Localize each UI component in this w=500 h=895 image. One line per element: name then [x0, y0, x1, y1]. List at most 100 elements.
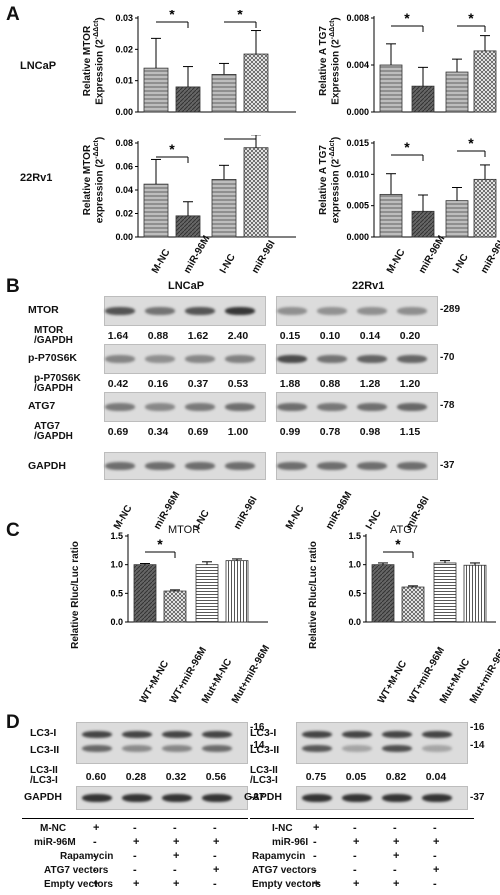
x-label-a: M-NC	[385, 247, 408, 276]
bar	[133, 564, 157, 623]
ratio-value: 0.53	[227, 378, 249, 390]
y-label-mtor-luc: Relative Rluc/Luc ratio	[70, 541, 81, 649]
y-tick-label: 0.01	[115, 76, 133, 86]
y-tick-label: 0.0	[110, 617, 123, 627]
bar	[371, 564, 395, 623]
ratio-value: 1.28	[359, 378, 381, 390]
condition-mark: -	[353, 822, 357, 834]
condition-label: M-NC	[40, 823, 67, 834]
lc3-ratio-value: 0.04	[425, 771, 447, 783]
condition-mark: -	[433, 878, 437, 890]
sig-star: *	[237, 10, 243, 22]
condition-mark: -	[93, 836, 97, 848]
blot-band	[277, 307, 307, 315]
panel-letter-b: B	[6, 276, 20, 297]
lc3-ratio-value: 0.05	[345, 771, 367, 783]
blot-band	[225, 307, 255, 315]
blot-band	[105, 355, 135, 363]
condition-mark: -	[133, 822, 137, 834]
x-label-b: miR-96M	[324, 489, 355, 532]
bar	[463, 564, 487, 623]
ratio-label: LC3-II/LC3-I	[250, 766, 278, 786]
gapdh-band	[382, 794, 412, 802]
ratio-value: 0.69	[187, 426, 209, 438]
blot-band	[225, 403, 255, 411]
ratio-value: 0.88	[147, 330, 169, 342]
x-label-c: Mut+M-NC	[438, 656, 473, 706]
lc3-ii-band	[82, 745, 112, 752]
lc3-i-band	[162, 731, 192, 738]
chart-luc-mtor: 0.0 0.5 1.0 1.5 *	[110, 531, 268, 627]
y-tick-label: 0.015	[346, 138, 369, 148]
blot-band	[225, 355, 255, 363]
y-tick-label: 0.004	[346, 60, 369, 70]
lc3-ratio-value: 0.56	[205, 771, 227, 783]
condition-mark: -	[213, 850, 217, 862]
bar	[163, 590, 187, 623]
western-blot	[276, 392, 438, 422]
bar	[411, 210, 435, 238]
divider	[250, 818, 474, 819]
gapdh-blot	[76, 786, 248, 810]
ratio-label: LC3-II/LC3-I	[30, 766, 58, 786]
gapdh-band	[342, 794, 372, 802]
ratio-value: 1.15	[399, 426, 421, 438]
mw-marker: -37	[250, 792, 265, 803]
gapdh-band	[302, 794, 332, 802]
condition-mark: -	[353, 850, 357, 862]
condition-mark: +	[393, 878, 400, 890]
panel-letter-a: A	[6, 4, 20, 25]
condition-label: ATG7 vectors	[252, 865, 317, 876]
sig-star: *	[404, 139, 410, 155]
ratio-value: 0.20	[399, 330, 421, 342]
panel-letter-d: D	[6, 712, 20, 733]
sig-star: *	[237, 135, 243, 139]
ratio-value: 1.00	[227, 426, 249, 438]
y-tick-label: 1.0	[110, 560, 123, 570]
bar	[175, 215, 201, 238]
lc3-ii-band	[342, 745, 372, 752]
gapdh-label: GAPDH	[24, 791, 62, 803]
ratio-label-top: ATG7	[34, 421, 60, 432]
x-label-b: I-NC	[364, 508, 384, 532]
lc3-i-label: LC3-I	[30, 727, 57, 739]
ratio-label-bottom: /GAPDH	[34, 335, 73, 346]
x-label-c: Mut+miR-96M	[468, 643, 500, 706]
ratio-label: ATG7/GAPDH	[34, 422, 73, 442]
blot-band	[317, 462, 347, 470]
lc3-i-band	[122, 731, 152, 738]
y-tick-label: 0.00	[115, 107, 133, 117]
y-tick-label: 0.5	[110, 588, 123, 598]
bar	[243, 147, 269, 238]
ratio-value: 0.42	[107, 378, 129, 390]
blot-band	[105, 307, 135, 315]
bar	[211, 179, 237, 238]
blot-band	[397, 403, 427, 411]
condition-mark: +	[353, 878, 360, 890]
western-blot	[104, 296, 266, 326]
ratio-value: 0.15	[279, 330, 301, 342]
condition-mark: -	[393, 822, 397, 834]
chart-22rv1-atg7: 0.000 0.005 0.010 0.015 * *	[346, 135, 497, 242]
bar	[175, 86, 201, 113]
bar	[401, 586, 425, 623]
sig-star: *	[157, 536, 163, 552]
condition-mark: +	[313, 822, 320, 834]
condition-mark: +	[93, 878, 100, 890]
x-label-b: M-NC	[112, 503, 135, 532]
blot-band	[185, 355, 215, 363]
x-label-b: miR-96I	[232, 494, 260, 532]
condition-mark: -	[393, 864, 397, 876]
condition-mark: +	[93, 822, 100, 834]
x-label-c: Mut+M-NC	[200, 656, 235, 706]
sig-star: *	[169, 10, 175, 22]
y-tick-label: 0.04	[115, 185, 133, 195]
y-tick-label: 0.000	[346, 107, 369, 117]
gapdh-band	[162, 794, 192, 802]
lc3-ii-band	[202, 745, 232, 752]
ratio-value: 0.99	[279, 426, 301, 438]
ratio-value: 0.37	[187, 378, 209, 390]
x-label-a: I-NC	[451, 252, 471, 276]
blot-band	[317, 403, 347, 411]
lc3-ii-band	[302, 745, 332, 752]
